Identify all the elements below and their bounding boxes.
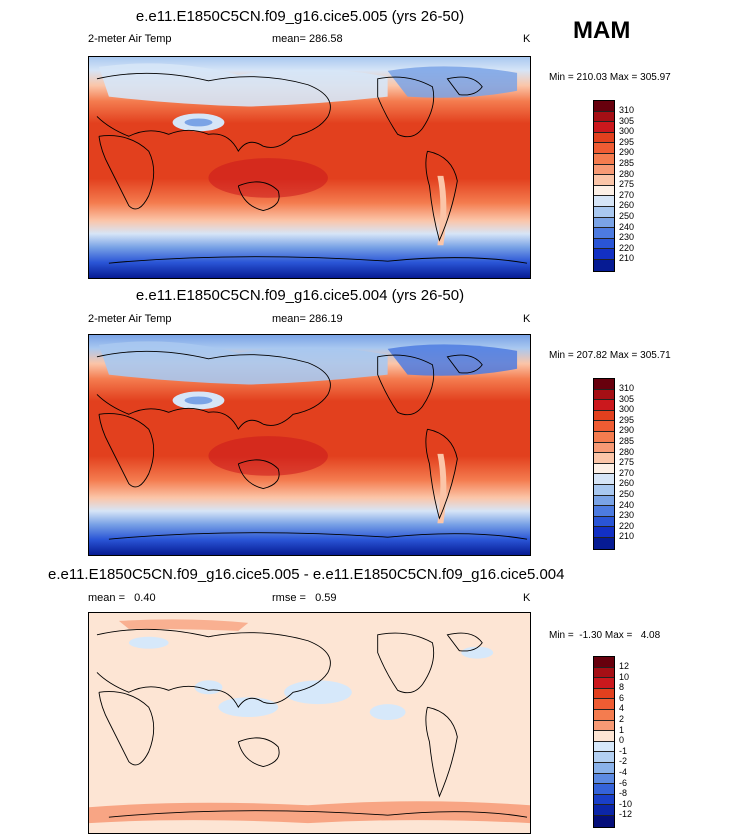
colorbar-tick: 275: [619, 457, 635, 467]
colorbar-tick: 300: [619, 126, 635, 136]
panel-2-unit-label: K: [523, 313, 531, 325]
colorbar-tick: -6: [619, 778, 628, 788]
panel-3-minmax: Min = -1.30 Max = 4.08: [549, 630, 661, 641]
colorbar-tick: 210: [619, 531, 635, 541]
colorbar-tick: 230: [619, 510, 635, 520]
colorbar-tick: 240: [619, 500, 635, 510]
panel-3-mean-label: mean = 0.40: [88, 592, 156, 604]
colorbar-tick: 290: [619, 147, 635, 157]
colorbar-tick: 1: [619, 725, 625, 735]
colorbar-tick: 220: [619, 521, 635, 531]
colorbar-tick: 4: [619, 703, 625, 713]
panel-1-unit-label: K: [523, 33, 531, 45]
colorbar-tick: 6: [619, 693, 625, 703]
colorbar-tick: 2: [619, 714, 625, 724]
colorbar-tick: 270: [619, 190, 635, 200]
panel-2-title: e.e11.E1850C5CN.f09_g16.cice5.004 (yrs 2…: [135, 287, 465, 304]
colorbar-tick: 270: [619, 468, 635, 478]
colorbar-tick: 285: [619, 158, 635, 168]
panel-1-title: e.e11.E1850C5CN.f09_g16.cice5.005 (yrs 2…: [135, 8, 465, 25]
colorbar-tick: 220: [619, 243, 635, 253]
panel-3-map: [88, 612, 531, 834]
colorbar-tick: -12: [619, 809, 633, 819]
colorbar-tick: 260: [619, 478, 635, 488]
colorbar-tick: 230: [619, 232, 635, 242]
panel-3-title: e.e11.E1850C5CN.f09_g16.cice5.005 - e.e1…: [48, 566, 565, 583]
panel-2-colorbar: [593, 378, 615, 550]
colorbar-tick: 240: [619, 222, 635, 232]
panel-1-map: [88, 56, 531, 279]
colorbar-tick: 250: [619, 211, 635, 221]
colorbar-tick: 0: [619, 735, 625, 745]
panel-2-minmax: Min = 207.82 Max = 305.71: [549, 350, 671, 361]
panel-3-rmse-label: rmse = 0.59: [272, 592, 337, 604]
colorbar-tick: 250: [619, 489, 635, 499]
colorbar-tick: 275: [619, 179, 635, 189]
panel-2-mean-label: mean= 286.19: [272, 313, 343, 325]
colorbar-tick: 280: [619, 169, 635, 179]
colorbar-tick: -10: [619, 799, 633, 809]
colorbar-tick: 10: [619, 672, 630, 682]
colorbar-tick: 300: [619, 404, 635, 414]
colorbar-tick: 285: [619, 436, 635, 446]
panel-3-colorbar: [593, 656, 615, 828]
colorbar-tick: 210: [619, 253, 635, 263]
panel-3-unit-label: K: [523, 592, 531, 604]
colorbar-tick: 295: [619, 415, 635, 425]
colorbar-tick: 305: [619, 116, 635, 126]
colorbar-tick: -4: [619, 767, 628, 777]
colorbar-tick: -1: [619, 746, 628, 756]
panel-1-variable-label: 2-meter Air Temp: [88, 33, 172, 45]
colorbar-tick: 12: [619, 661, 630, 671]
panel-1-mean-label: mean= 286.58: [272, 33, 343, 45]
panel-2-map: [88, 334, 531, 556]
colorbar-tick: 310: [619, 383, 635, 393]
colorbar-tick: 295: [619, 137, 635, 147]
colorbar-tick: 8: [619, 682, 625, 692]
colorbar-tick: 290: [619, 425, 635, 435]
colorbar-tick: 260: [619, 200, 635, 210]
colorbar-tick: -2: [619, 756, 628, 766]
colorbar-tick: -8: [619, 788, 628, 798]
panel-2-variable-label: 2-meter Air Temp: [88, 313, 172, 325]
colorbar-tick: 310: [619, 105, 635, 115]
colorbar-tick: 305: [619, 394, 635, 404]
colorbar-tick: 280: [619, 447, 635, 457]
panel-1-minmax: Min = 210.03 Max = 305.97: [549, 72, 671, 83]
season-label: MAM: [573, 17, 631, 44]
panel-1-colorbar: [593, 100, 615, 272]
